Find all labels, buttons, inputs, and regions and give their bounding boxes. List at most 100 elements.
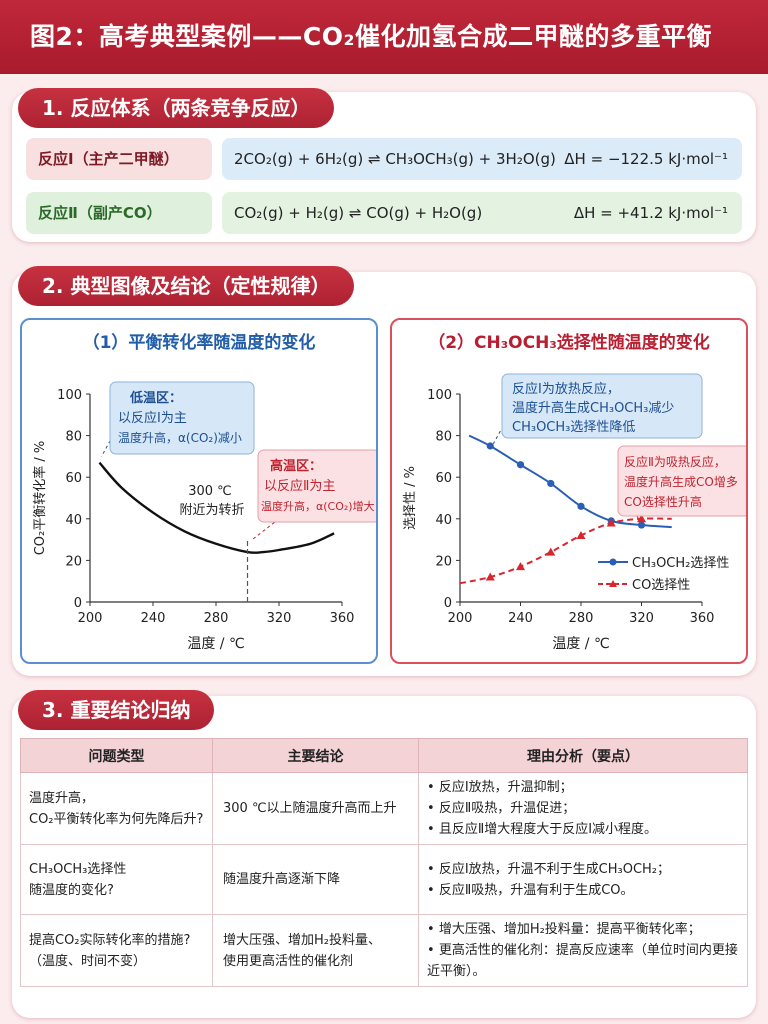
question-line2: 随温度的变化?	[29, 882, 114, 898]
legend-marker	[609, 558, 617, 566]
reaction1-equation: 2CO₂(g) + 6H₂(g) ⇌ CH₃OCH₃(g) + 3H₂O(g)	[234, 150, 556, 168]
x-tick-label: 360	[330, 611, 355, 626]
y-tick-label: 40	[435, 513, 452, 528]
y-tick-label: 20	[435, 554, 452, 569]
conclusion-cell: 300 ℃以上随温度升高而上升	[212, 772, 419, 845]
callout-endo-line1: 反应Ⅱ为吸热反应，	[624, 454, 726, 469]
reason-item: 反应Ⅱ吸热，升温有利于生成CO。	[427, 880, 739, 901]
callout-high-title: 高温区：	[270, 458, 322, 474]
section1-heading: 1. 反应体系（两条竞争反应）	[18, 88, 335, 128]
conversion-chart: 200 240 280 320 360 0 20 40 60 80 100 温度 / ℃ CO₂平衡转化…	[32, 381, 376, 652]
section3-heading: 3. 重要结论归纳	[18, 690, 215, 730]
co-data-point	[516, 562, 525, 571]
co-data-point	[485, 572, 495, 581]
legend-label: CO选择性	[632, 578, 690, 593]
reason-cell: 反应Ⅰ放热，升温抑制； 反应Ⅱ吸热，升温促进； 且反应Ⅱ增大程度大于反应Ⅰ减小程…	[418, 772, 748, 845]
table-header-reason: 理由分析（要点）	[418, 738, 748, 773]
callout-exo-line3: CH₃OCH₃选择性降低	[512, 420, 635, 435]
conclusion-line1: 300 ℃以上随温度升高而上升	[223, 801, 397, 816]
reason-item: 增大压强、增加H₂投料量：提高平衡转化率；	[427, 919, 739, 940]
table-header-question: 问题类型	[20, 738, 213, 773]
co-data-point	[546, 547, 556, 556]
callout-low-line2: 温度升高，α(CO₂)减小	[118, 430, 242, 445]
reason-item: 反应Ⅰ放热，升温抑制；	[427, 777, 739, 798]
callout-high-line2: 温度升高，α(CO₂)增大	[261, 499, 375, 513]
page-title: 图2：高考典型案例——CO₂催化加氢合成二甲醚的多重平衡	[30, 22, 712, 51]
y-tick-label: 100	[427, 388, 452, 403]
callout-low-line1: 以反应Ⅰ为主	[118, 410, 187, 426]
table-row: 提高CO₂实际转化率的措施? （温度、时间不变） 增大压强、增加H₂投料量、 使用更…	[20, 914, 748, 987]
callout-low-pointer	[101, 429, 117, 457]
panel2-title: （2）CH₃OCH₃选择性随温度的变化	[428, 333, 710, 353]
y-tick-label: 20	[65, 554, 82, 569]
question-cell: CH₃OCH₃选择性 随温度的变化?	[20, 844, 213, 915]
reason-cell: 增大压强、增加H₂投料量：提高平衡转化率； 更高活性的催化剂：提高反应速率（单位…	[418, 914, 748, 987]
reason-item: 且反应Ⅱ增大程度大于反应Ⅰ减小程度。	[427, 819, 739, 840]
reason-cell: 反应Ⅰ放热，升温不利于生成CH₃OCH₂； 反应Ⅱ吸热，升温有利于生成CO。	[418, 844, 748, 915]
dme-data-point	[637, 521, 646, 529]
x-axis-label: 温度 / ℃	[552, 636, 609, 652]
x-tick-label: 200	[448, 611, 473, 626]
y-tick-label: 60	[435, 471, 452, 486]
callout-endo-box	[617, 445, 746, 517]
conclusion-line2: 使用更高活性的催化剂	[223, 953, 354, 969]
conversion-curve	[98, 461, 335, 554]
conclusion-cell: 随温度升高逐渐下降	[212, 844, 419, 915]
callout-high-line1: 以反应Ⅱ为主	[264, 478, 335, 494]
co-data-point	[606, 518, 616, 527]
x-tick-label: 200	[78, 611, 103, 626]
y-tick-label: 40	[65, 513, 82, 528]
callout-high-box	[257, 449, 376, 523]
reaction2-equation-box: CO₂(g) + H₂(g) ⇌ CO(g) + H₂O(g) ΔH = +41…	[222, 192, 742, 234]
x-tick-label: 280	[204, 611, 229, 626]
x-tick-label: 360	[690, 611, 715, 626]
question-line1: 提高CO₂实际转化率的措施?	[29, 932, 191, 948]
co-data-point	[576, 530, 586, 539]
conclusion-line1: 随温度升高逐渐下降	[223, 872, 341, 887]
reaction2-tag: 反应Ⅱ（副产CO）	[26, 192, 212, 234]
question-line2: CO₂平衡转化率为何先降后升?	[29, 811, 204, 827]
selectivity-chart: 200 240 280 320 360 0 20 40 60 80 100 温度 / ℃ 选择性 / %…	[403, 373, 746, 652]
reaction2-dh: ΔH = +41.2 kJ·mol⁻¹	[573, 204, 728, 222]
y-tick-label: 0	[74, 596, 82, 611]
y-axis-label: CO₂平衡转化率 / %	[32, 441, 48, 556]
y-tick-label: 80	[65, 430, 82, 445]
callout-endo-line3: CO选择性升高	[624, 494, 702, 509]
conclusion-cell: 增大压强、增加H₂投料量、 使用更高活性的催化剂	[212, 914, 419, 987]
co-data-point	[637, 514, 646, 523]
section2-heading: 2. 典型图像及结论（定性规律）	[18, 266, 355, 306]
question-line2: （温度、时间不变）	[29, 953, 147, 969]
dme-data-point	[486, 442, 494, 450]
callout-exo-box	[501, 373, 703, 439]
question-line1: CH₃OCH₃选择性	[29, 861, 127, 877]
panel1-title: （1）平衡转化率随温度的变化	[82, 333, 316, 353]
panel-selectivity: （2）CH₃OCH₃选择性随温度的变化 200 240 280 320 360 0 20 40…	[390, 318, 748, 664]
question-line1: 温度升高，	[29, 790, 95, 806]
callout-exo-line1: 反应Ⅰ为放热反应，	[512, 381, 620, 397]
page-title-banner: 图2：高考典型案例——CO₂催化加氢合成二甲醚的多重平衡	[0, 0, 768, 74]
table-header-conclusion: 主要结论	[212, 738, 419, 773]
legend-marker	[609, 580, 617, 587]
question-cell: 提高CO₂实际转化率的措施? （温度、时间不变）	[20, 914, 213, 987]
y-tick-label: 0	[444, 596, 452, 611]
x-tick-label: 320	[629, 611, 654, 626]
callout-exo-line2: 温度升高生成CH₃OCH₃减少	[512, 400, 674, 416]
conclusion-table: 问题类型 主要结论 理由分析（要点） 温度升高， CO₂平衡转化率为何先降后升? …	[20, 738, 748, 987]
turn-point-line1: 300 ℃	[188, 484, 232, 499]
turn-point-line2: 附近为转折	[179, 503, 244, 518]
reason-item: 更高活性的催化剂：提高反应速率（单位时间内更接近平衡）。	[427, 940, 739, 982]
x-tick-label: 240	[141, 611, 166, 626]
callout-low-title: 低温区：	[129, 390, 182, 406]
reaction2-equation: CO₂(g) + H₂(g) ⇌ CO(g) + H₂O(g)	[234, 204, 483, 222]
conclusion-line1: 增大压强、增加H₂投料量、	[223, 932, 381, 948]
y-tick-label: 100	[57, 388, 82, 403]
reason-item: 反应Ⅱ吸热，升温促进；	[427, 798, 739, 819]
reason-item: 反应Ⅰ放热，升温不利于生成CH₃OCH₂；	[427, 859, 739, 880]
x-tick-label: 320	[267, 611, 292, 626]
x-axis-label: 温度 / ℃	[187, 636, 244, 652]
y-tick-label: 80	[435, 430, 452, 445]
x-tick-label: 240	[508, 611, 533, 626]
callout-endo-line2: 温度升高生成CO增多	[624, 474, 738, 489]
dme-data-point	[547, 479, 555, 488]
legend-label: CH₃OCH₂选择性	[632, 556, 729, 571]
